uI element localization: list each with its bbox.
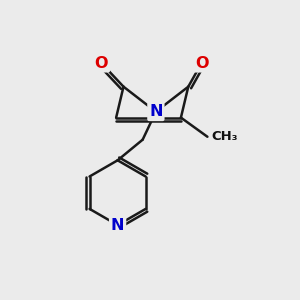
Text: N: N [149, 104, 163, 119]
Text: O: O [195, 56, 208, 70]
Text: O: O [95, 56, 108, 70]
Text: N: N [111, 218, 124, 232]
Text: CH₃: CH₃ [212, 130, 238, 143]
